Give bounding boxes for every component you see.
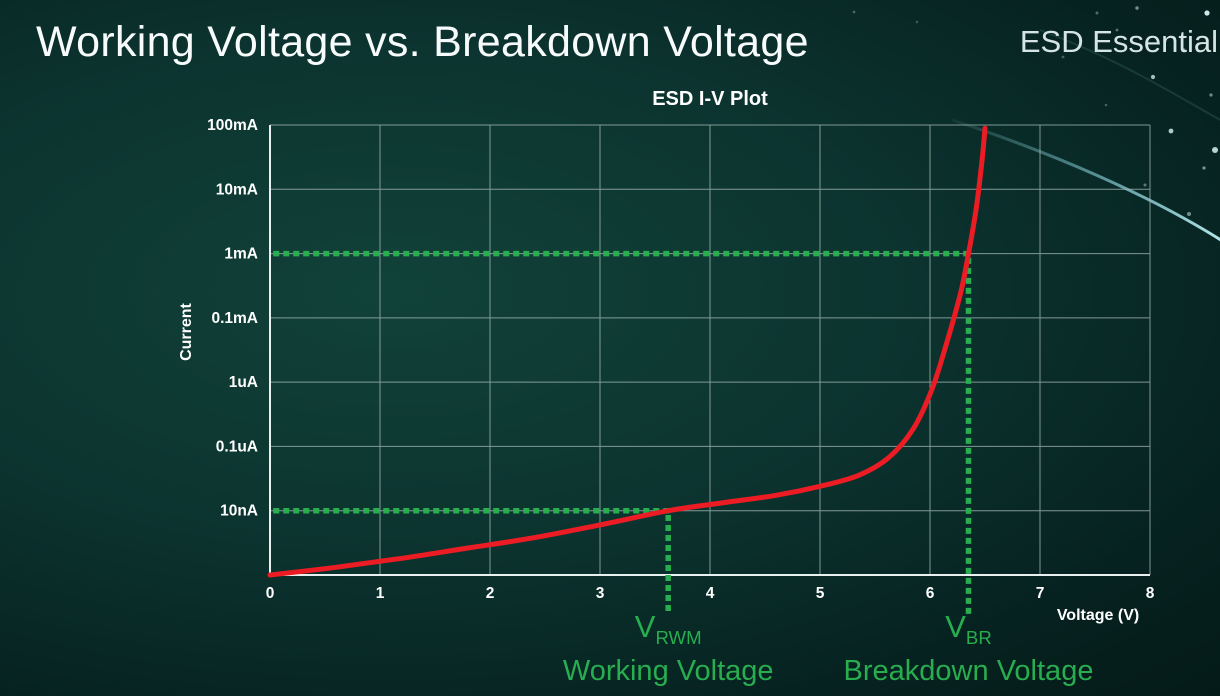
y-tick-label: 1mA <box>224 246 258 263</box>
chart-axes <box>269 125 1150 576</box>
y-tick-labels: 100mA 10mA 1mA 0.1mA 1uA 0.1uA 10nA <box>207 117 258 520</box>
page-title: Working Voltage vs. Breakdown Voltage <box>36 18 809 66</box>
vbr-symbol: VBR <box>844 610 1094 654</box>
x-tick-label: 4 <box>706 585 715 602</box>
vbr-caption: Breakdown Voltage <box>843 655 1094 688</box>
vbr-annotation: VBR Breakdown Voltage <box>844 610 1094 687</box>
chart-gridlines <box>269 124 1151 576</box>
y-tick-label: 10nA <box>220 503 258 520</box>
brand-text: ESD Essential <box>1019 24 1218 59</box>
vbr-symbol-letter: V <box>945 609 966 644</box>
x-tick-label: 2 <box>486 585 495 602</box>
y-tick-label: 100mA <box>207 117 258 134</box>
vbr-marker-lines <box>273 250 972 615</box>
x-tick-label: 8 <box>1146 585 1155 602</box>
y-tick-label: 0.1mA <box>211 310 258 327</box>
x-tick-label: 3 <box>596 585 605 602</box>
x-tick-label: 5 <box>816 585 825 602</box>
vbr-symbol-subscript: BR <box>965 627 992 649</box>
x-tick-label: 7 <box>1036 585 1045 602</box>
y-tick-label: 10mA <box>216 181 258 198</box>
y-axis-title: Current <box>178 303 195 361</box>
iv-curve <box>267 125 988 578</box>
decor-light-streak <box>951 29 1220 242</box>
vrwm-symbol-letter: V <box>634 609 656 644</box>
y-tick-label: 1uA <box>229 374 258 391</box>
chart-title: ESD I-V Plot <box>652 88 768 110</box>
x-tick-label: 1 <box>376 585 385 602</box>
y-tick-label: 0.1uA <box>216 438 258 455</box>
vrwm-symbol-subscript: RWM <box>655 627 702 649</box>
x-tick-labels: 0 1 2 3 4 5 6 7 8 <box>266 585 1155 602</box>
vrwm-annotation: VRWM Working Voltage <box>563 610 774 687</box>
vrwm-symbol: VRWM <box>563 610 774 654</box>
x-tick-label: 6 <box>926 585 935 602</box>
decor-sparkle-dots <box>852 6 1218 216</box>
vrwm-caption: Working Voltage <box>562 655 774 688</box>
x-axis-title: Voltage (V) <box>1056 607 1140 624</box>
x-tick-label: 0 <box>266 585 275 602</box>
vrwm-marker-lines <box>273 507 671 615</box>
